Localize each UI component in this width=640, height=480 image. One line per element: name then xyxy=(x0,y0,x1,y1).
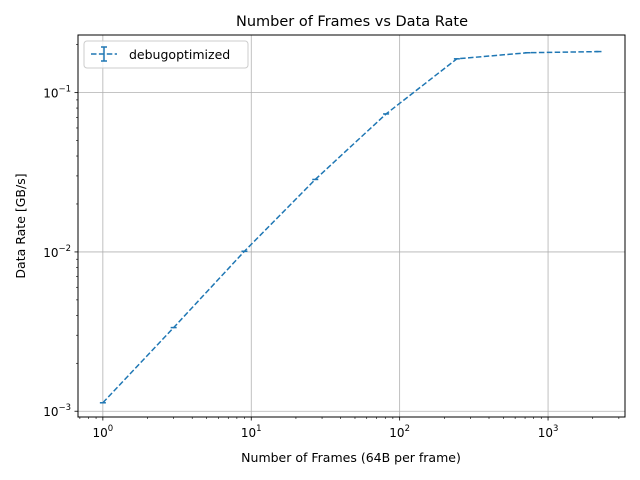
x-tick-label: 101 xyxy=(241,424,262,440)
x-tick-label: 100 xyxy=(93,424,114,440)
y-tick-label: 10−1 xyxy=(43,85,71,101)
series-layer xyxy=(99,50,602,404)
plot-frame xyxy=(77,34,626,418)
chart-title: Number of Frames vs Data Rate xyxy=(236,14,468,30)
y-tick-label: 10−2 xyxy=(43,244,71,260)
x-tick-label: 103 xyxy=(538,424,559,440)
legend-label: debugoptimized xyxy=(129,47,230,62)
series-line-debugoptimized xyxy=(102,50,599,404)
grid xyxy=(78,35,625,417)
y-axis-label: Data Rate [GB/s] xyxy=(13,173,28,278)
legend: debugoptimized xyxy=(83,40,249,69)
legend-box xyxy=(83,40,249,69)
y-tick-label: 10−3 xyxy=(43,403,71,419)
axis-ticks: 100 101 102 103 10−3 10−2 10−1 xyxy=(43,44,620,440)
x-axis-label: Number of Frames (64B per frame) xyxy=(241,450,461,465)
x-tick-label: 102 xyxy=(389,424,410,440)
